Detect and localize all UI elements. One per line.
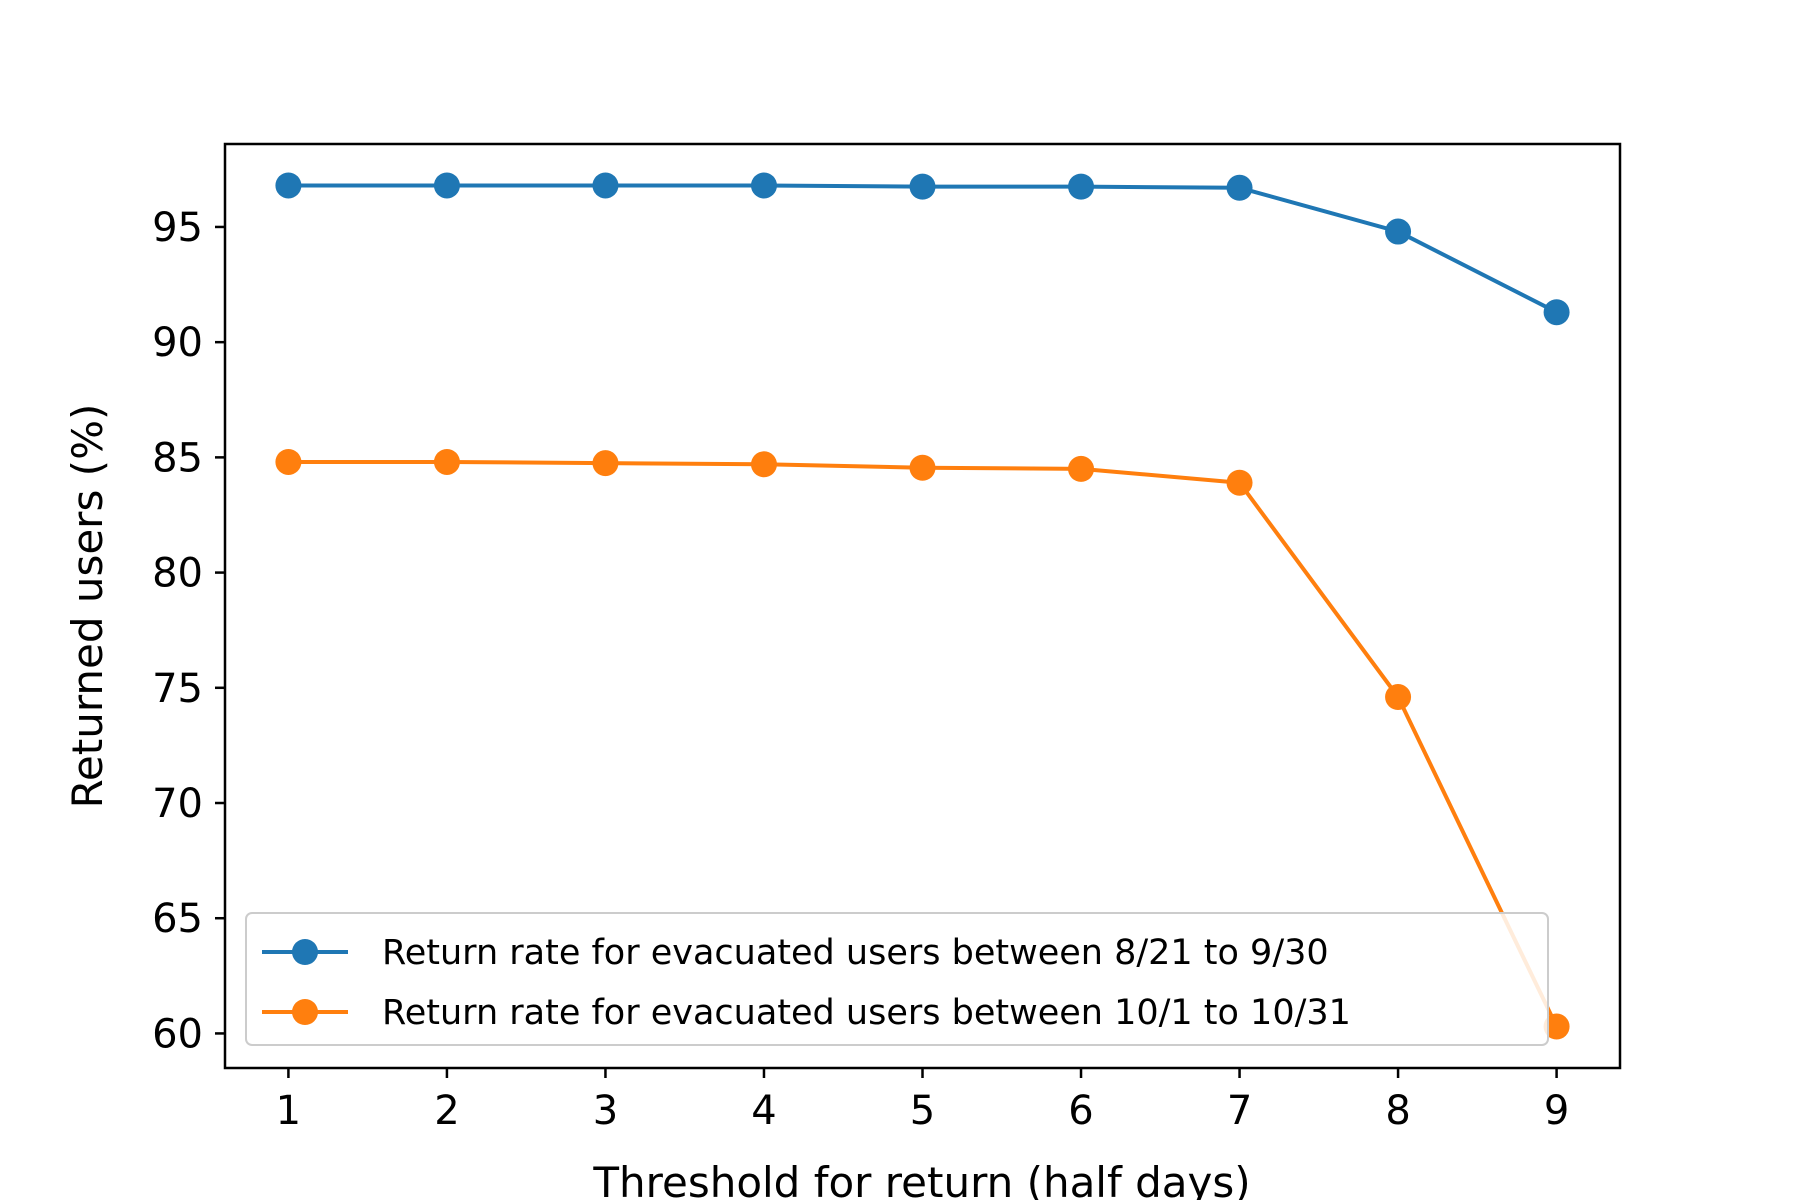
plot-frame <box>223 142 1622 1070</box>
legend: Return rate for evacuated users between … <box>245 912 1549 1046</box>
x-tick-label: 3 <box>593 1088 618 1134</box>
legend-label-2: Return rate for evacuated users between … <box>382 993 1351 1033</box>
x-tick-label: 8 <box>1385 1088 1410 1134</box>
x-tick-label: 9 <box>1544 1088 1569 1134</box>
x-tick-label: 6 <box>1068 1088 1093 1134</box>
x-tick-label: 7 <box>1227 1088 1252 1134</box>
series-layer <box>275 172 1570 1040</box>
x-axis-title: Threshold for return (half days) <box>592 1158 1250 1200</box>
x-tick-label: 4 <box>751 1088 776 1134</box>
y-axis-ticks: 60 65 70 75 80 85 90 95 <box>152 205 225 1057</box>
y-tick-label: 90 <box>152 320 203 366</box>
series-2-point <box>433 448 460 475</box>
y-tick-label: 60 <box>152 1011 203 1057</box>
x-tick-label: 5 <box>910 1088 935 1134</box>
y-tick-label: 70 <box>152 781 203 827</box>
legend-box <box>245 912 1549 1046</box>
series-2-point <box>1226 469 1253 496</box>
y-tick-label: 85 <box>152 435 203 481</box>
legend-label-1: Return rate for evacuated users between … <box>382 933 1329 973</box>
series-1-point <box>1226 174 1253 201</box>
series-2-point <box>750 451 777 478</box>
series-2-point <box>592 450 619 477</box>
legend-marker-1 <box>292 939 318 965</box>
legend-marker-2 <box>292 999 318 1025</box>
series-2-point <box>909 454 936 481</box>
y-axis-title: Returned users (%) <box>63 404 112 809</box>
series-2-point <box>1543 1013 1570 1040</box>
series-2-point <box>1068 455 1095 482</box>
x-axis-ticks: 1 2 3 4 5 6 7 8 9 <box>276 1068 1569 1134</box>
y-tick-label: 65 <box>152 896 203 942</box>
series-1-point <box>592 172 619 199</box>
series-2-point <box>275 448 302 475</box>
series-1-point <box>909 173 936 200</box>
series-2-point <box>1385 684 1412 711</box>
series-1-point <box>275 172 302 199</box>
series-1-point <box>1385 218 1412 245</box>
y-tick-label: 75 <box>152 666 203 712</box>
x-tick-label: 1 <box>276 1088 301 1134</box>
y-tick-label: 95 <box>152 205 203 251</box>
series-1-point <box>1543 299 1570 326</box>
y-tick-label: 80 <box>152 551 203 597</box>
x-tick-label: 2 <box>434 1088 459 1134</box>
series-1-point <box>433 172 460 199</box>
series-1-point <box>1068 173 1095 200</box>
series-1-point <box>750 172 777 199</box>
